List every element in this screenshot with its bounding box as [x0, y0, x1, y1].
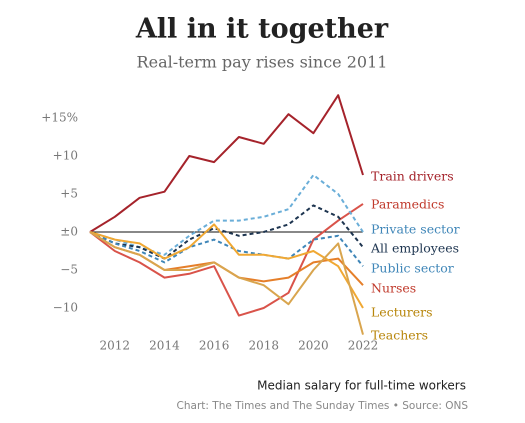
series-line: [89, 231, 364, 335]
y-tick-label: −5: [60, 263, 78, 277]
series-line: [89, 231, 364, 267]
series-label: All employees: [370, 241, 459, 256]
series-label: Private sector: [371, 222, 460, 237]
x-tick-label: 2018: [248, 339, 279, 353]
source: Chart: The Times and The Sunday Times • …: [177, 400, 469, 412]
series-label: Public sector: [371, 261, 454, 276]
note: Median salary for full-time workers: [257, 379, 466, 393]
series-label: Teachers: [371, 328, 428, 343]
series-line: [89, 174, 364, 256]
series-label: Lecturers: [371, 305, 433, 320]
series-line: [89, 223, 364, 309]
x-tick-label: 2014: [149, 339, 180, 353]
y-tick-label: +5: [60, 187, 78, 201]
x-tick-label: 2016: [199, 339, 230, 353]
series-label: Train drivers: [371, 169, 454, 184]
x-tick-label: 2020: [298, 339, 329, 353]
series-label: Nurses: [371, 281, 416, 296]
series-line: [89, 94, 364, 233]
y-tick-label: ±0: [60, 225, 78, 239]
series-label: Paramedics: [371, 197, 444, 212]
y-tick-label: +10: [53, 149, 78, 163]
series-line: [89, 203, 364, 317]
x-tick-label: 2012: [100, 339, 131, 353]
chart-subtitle: Real-term pay rises since 2011: [137, 53, 388, 72]
y-tick-label: −10: [53, 301, 78, 315]
x-tick-label: 2022: [348, 339, 379, 353]
chart-title: All in it together: [135, 14, 389, 45]
y-tick-label: +15%: [41, 111, 78, 125]
